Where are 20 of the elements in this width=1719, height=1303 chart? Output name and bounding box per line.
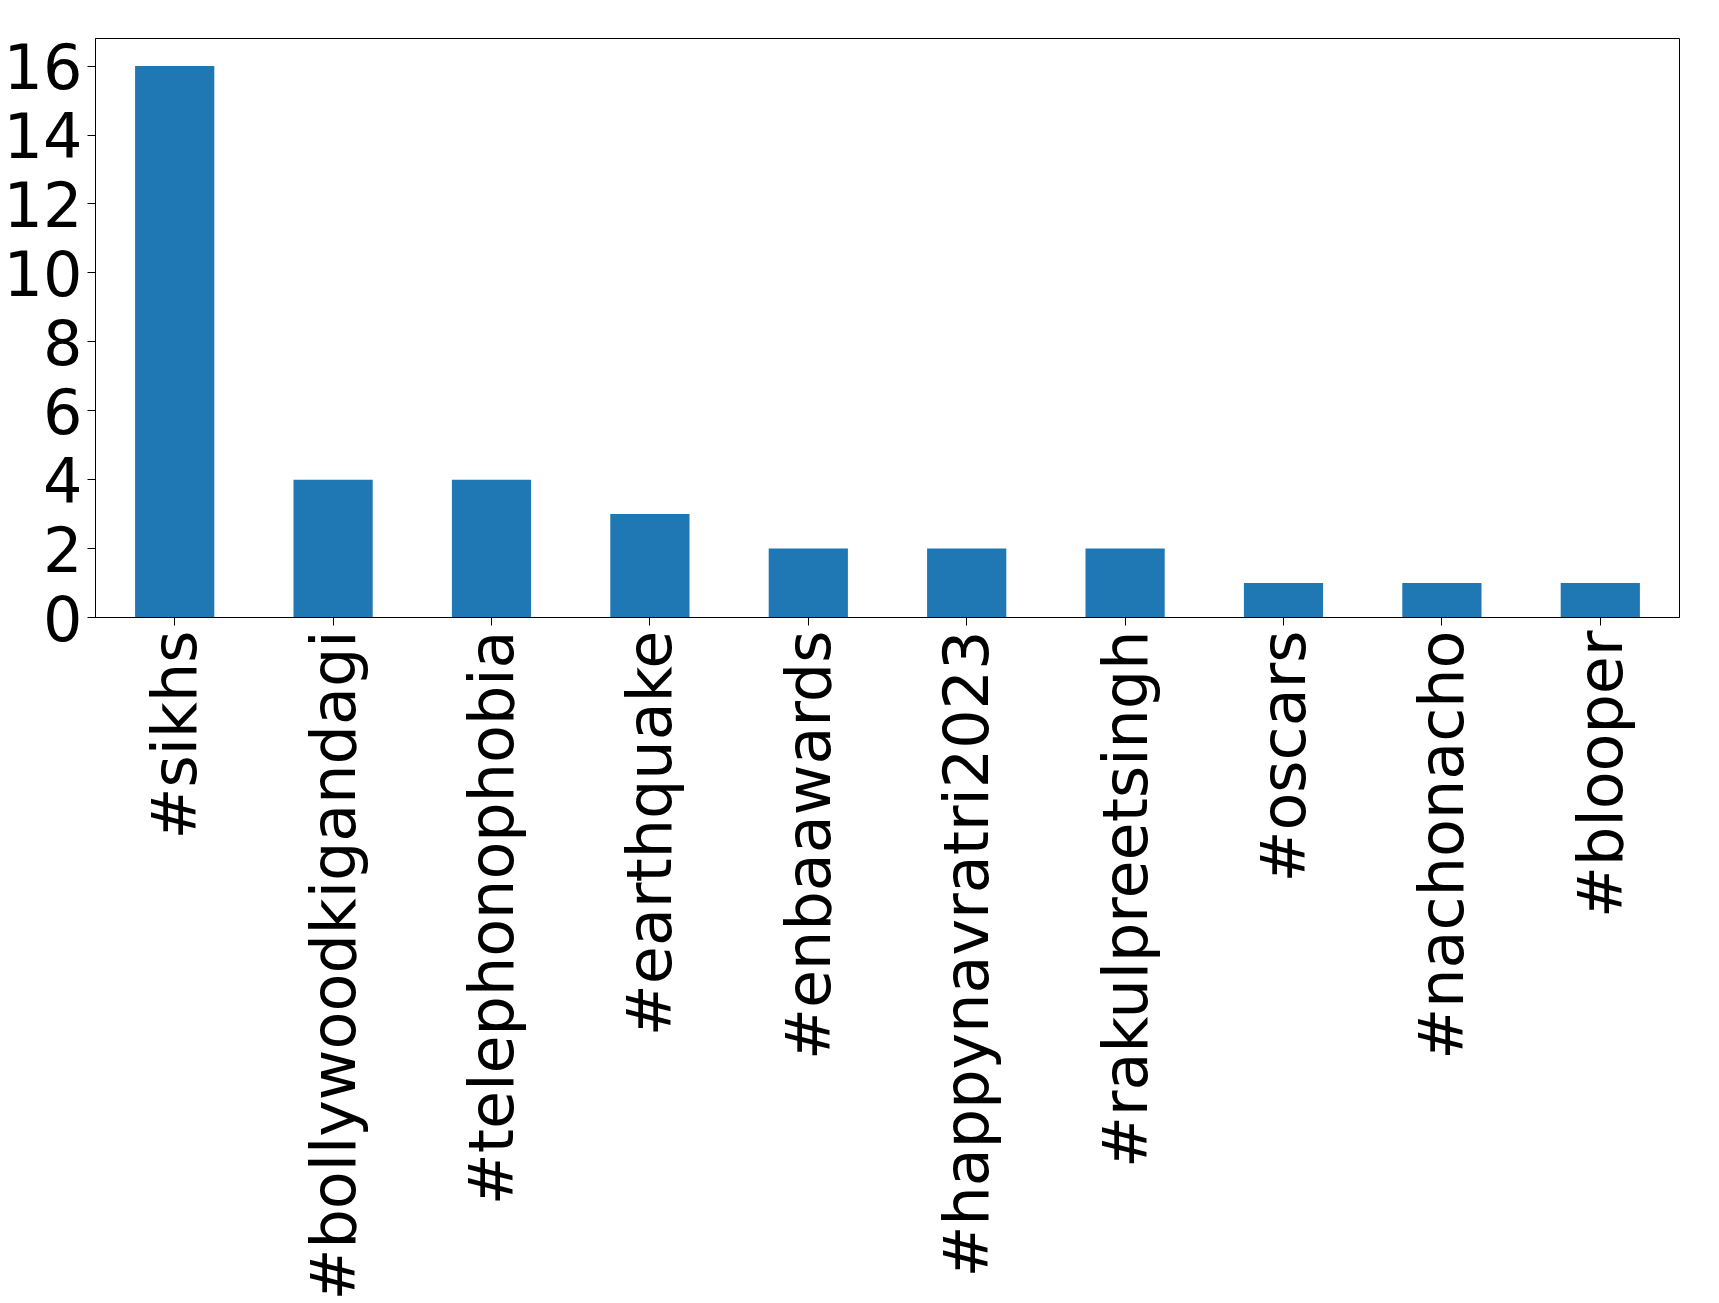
bar	[1402, 583, 1482, 618]
bar	[610, 514, 690, 618]
bar	[1243, 583, 1324, 618]
x-tick-label: #telephonophobia	[455, 630, 528, 1206]
bar	[1560, 583, 1640, 618]
bar	[135, 66, 215, 618]
x-tick-label: #bollywoodkigandagi	[296, 630, 370, 1301]
x-tick-label: #oscars	[1247, 630, 1320, 883]
x-tick-label: #blooper	[1563, 629, 1637, 918]
x-tick-label: #enbaawards	[771, 630, 845, 1060]
bar	[293, 479, 373, 618]
bar	[1085, 548, 1165, 618]
x-tick-label: #happynavratri2023	[930, 630, 1004, 1278]
bar	[927, 548, 1007, 618]
bar	[768, 548, 848, 618]
x-tick-label: #earthquake	[613, 630, 687, 1037]
x-tick-label: #sikhs	[138, 630, 212, 840]
bar	[451, 479, 532, 618]
x-tick-label: #rakulpreetsingh	[1088, 630, 1162, 1168]
x-tick-label: #nachonacho	[1405, 630, 1479, 1060]
